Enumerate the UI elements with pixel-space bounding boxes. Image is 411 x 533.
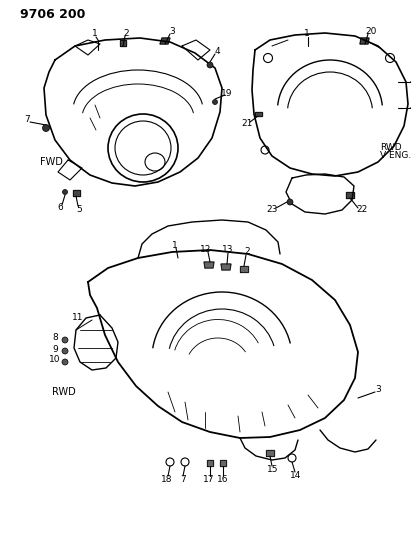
Text: 3: 3 [375, 385, 381, 394]
Polygon shape [266, 450, 274, 456]
Text: 7: 7 [180, 475, 186, 484]
Ellipse shape [212, 100, 217, 104]
Ellipse shape [207, 62, 213, 68]
Text: 17: 17 [203, 475, 215, 484]
Text: 10: 10 [49, 356, 61, 365]
Ellipse shape [62, 337, 68, 343]
Text: 21: 21 [241, 119, 253, 128]
Text: 9706 200: 9706 200 [20, 7, 85, 20]
Text: RWD: RWD [52, 387, 76, 397]
Polygon shape [220, 460, 226, 466]
Text: 2: 2 [123, 28, 129, 37]
Text: 23: 23 [266, 206, 278, 214]
Text: 3: 3 [169, 27, 175, 36]
Polygon shape [221, 264, 231, 270]
Polygon shape [120, 40, 126, 46]
Text: 7: 7 [24, 116, 30, 125]
Polygon shape [73, 190, 80, 196]
Text: 12: 12 [200, 245, 212, 254]
Text: 2: 2 [244, 247, 250, 256]
Text: 14: 14 [290, 472, 302, 481]
Polygon shape [255, 112, 262, 116]
Polygon shape [360, 38, 369, 44]
Ellipse shape [287, 199, 293, 205]
Text: 18: 18 [161, 475, 173, 484]
Polygon shape [346, 192, 354, 198]
Text: 5: 5 [76, 206, 82, 214]
Text: 8: 8 [52, 334, 58, 343]
Polygon shape [204, 262, 214, 268]
Text: 1: 1 [304, 29, 310, 38]
Polygon shape [240, 266, 248, 272]
Text: FWD: FWD [40, 157, 63, 167]
Text: 4: 4 [214, 47, 220, 56]
Text: V ENG.: V ENG. [380, 151, 411, 160]
Text: 9: 9 [52, 344, 58, 353]
Ellipse shape [62, 190, 67, 195]
Ellipse shape [42, 125, 49, 132]
Text: 1: 1 [92, 29, 98, 38]
Text: 19: 19 [221, 90, 233, 99]
Text: 6: 6 [57, 204, 63, 213]
Polygon shape [160, 38, 170, 44]
Text: 11: 11 [72, 312, 84, 321]
Text: 16: 16 [217, 475, 229, 484]
Ellipse shape [62, 348, 68, 354]
Text: 13: 13 [222, 246, 234, 254]
Text: 22: 22 [356, 206, 367, 214]
Text: RWD: RWD [380, 143, 402, 152]
Ellipse shape [62, 359, 68, 365]
Text: 20: 20 [365, 28, 377, 36]
Polygon shape [207, 460, 213, 466]
Text: 1: 1 [172, 240, 178, 249]
Text: 15: 15 [267, 465, 279, 474]
